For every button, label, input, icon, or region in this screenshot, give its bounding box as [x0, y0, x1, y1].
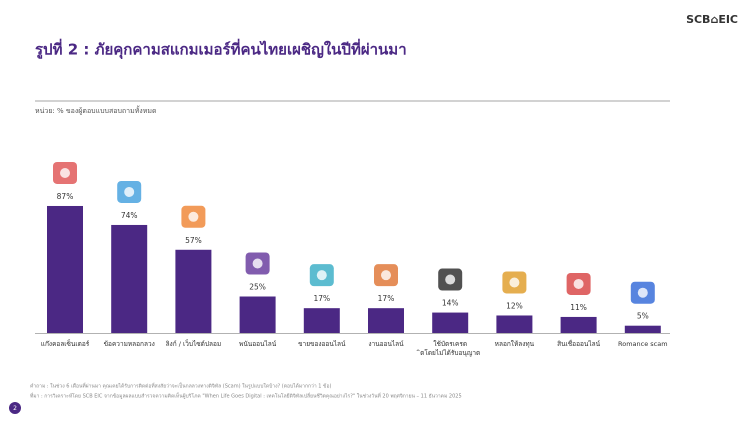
value-label: 57%: [185, 236, 202, 245]
bar: [239, 296, 276, 333]
x-tick-label: งานออนไลน์: [368, 340, 404, 348]
icon-detail: [573, 278, 584, 289]
bar: [303, 308, 340, 333]
value-label: 87%: [57, 192, 74, 201]
bar: [47, 205, 83, 333]
note: คำถาม : ในช่วง 6 เดือนที่ผ่านมา คุณเคยได…: [30, 382, 331, 390]
icon-detail: [124, 186, 135, 197]
chart-title: รูปที่ 2 : ภัยคุกคามสแกมเมอร์ที่คนไทยเผช…: [35, 39, 407, 60]
icon-detail: [509, 277, 520, 288]
value-label: 17%: [378, 294, 395, 303]
x-tick-label: พนันออนไลน์: [239, 340, 277, 348]
icon-detail: [381, 270, 391, 281]
bar: [368, 308, 404, 333]
value-label: 12%: [506, 301, 523, 310]
bar: [624, 325, 661, 333]
value-label: 25%: [249, 283, 266, 292]
value-label: 74%: [121, 211, 138, 220]
icon-detail: [252, 258, 263, 269]
page-number: 2: [13, 405, 17, 412]
subtitle: หน่วย: % ของผู้ตอบแบบสอบถามทั้งหมด: [35, 104, 157, 115]
logo: SCB⌂EIC: [686, 13, 738, 26]
bar: [432, 312, 469, 333]
bar: [560, 316, 597, 333]
icon-detail: [637, 287, 648, 298]
value-label: 11%: [570, 303, 587, 312]
value-label: 5%: [637, 312, 649, 321]
x-tick-label: ข้อความหลอกลวง: [104, 340, 155, 348]
x-tick-label: แก๊งคอลเซ็นเตอร์: [41, 339, 90, 348]
x-tick-label: ลิงก์ / เว็บไซต์ปลอม: [166, 339, 222, 348]
source: ที่มา : การวิเคราะห์โดย SCB EIC จากข้อมู…: [30, 392, 462, 400]
x-tick-label: Romance scam: [618, 340, 668, 348]
page-badge: [9, 402, 21, 414]
icon-detail: [188, 211, 199, 222]
x-tick-label: สินเชื่อออนไลน์: [557, 339, 600, 348]
bar: [111, 224, 148, 333]
bar: [175, 249, 212, 333]
icon-detail: [60, 167, 70, 178]
icon-detail: [316, 270, 327, 281]
x-tick-label: หลอกให้ลงทุน: [495, 340, 535, 348]
x-tick-label: ขายของออนไลน์: [298, 340, 346, 348]
value-label: 14%: [442, 299, 459, 308]
icon-detail: [445, 274, 456, 285]
x-tick-label: ใช้บัตรเครดิตโดยไม่ได้รับอนุญาต: [416, 340, 480, 357]
value-label: 17%: [313, 294, 330, 303]
bar: [496, 315, 533, 333]
